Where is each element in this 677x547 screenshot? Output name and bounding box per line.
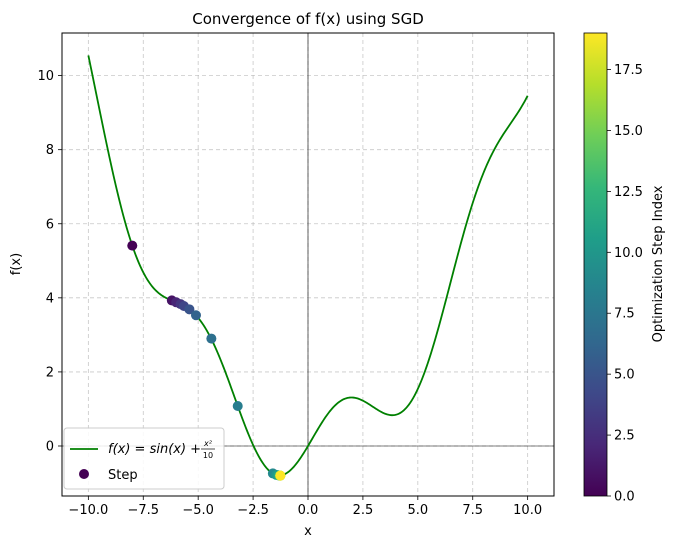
legend-function-label: f(x) = sin(x) + (108, 442, 201, 457)
x-tick-label-5: 2.5 (353, 503, 374, 518)
colorbar-tick-label-1: 2.5 (614, 429, 635, 444)
y-tick-label-1: 2 (46, 365, 54, 380)
legend-function-text: f(x) = sin(x) + (108, 442, 201, 457)
x-tick-label-7: 7.5 (462, 503, 483, 518)
colorbar-tick-label-4: 10.0 (614, 246, 643, 261)
x-tick-label-3: −2.5 (237, 503, 269, 518)
x-tick-label-6: 5.0 (407, 503, 428, 518)
colorbar-tick-label-5: 12.5 (614, 185, 643, 200)
legend-step-swatch (79, 469, 89, 479)
x-tick-label-0: −10.0 (68, 503, 108, 518)
legend-fraction-denominator: 10 (203, 451, 213, 460)
step-point-8 (232, 400, 243, 411)
legend-box (63, 427, 225, 490)
colorbar-ticks: 0.0 2.5 5.0 7.5 10.0 12.5 15.0 17.5 (607, 63, 643, 505)
colorbar-tick-label-6: 15.0 (614, 124, 643, 139)
y-tick-label-5: 10 (37, 69, 54, 84)
x-tick-label-8: 10.0 (513, 503, 542, 518)
step-point-7 (206, 333, 217, 344)
step-point-5 (184, 304, 195, 315)
colorbar-tick-label-3: 7.5 (614, 307, 635, 322)
colorbar-bar (583, 32, 608, 497)
zero-axis-lines (62, 33, 554, 496)
x-axis-ticks: −10.0 −7.5 −5.0 −2.5 0.0 2.5 5.0 7.5 10.0 (68, 496, 542, 518)
step-point-19 (275, 470, 286, 481)
x-axis-label: x (304, 524, 312, 539)
colorbar-tick-label-7: 17.5 (614, 63, 643, 78)
x-tick-label-1: −7.5 (127, 503, 159, 518)
colorbar-tick-label-2: 5.0 (614, 368, 635, 383)
y-tick-label-2: 4 (46, 291, 54, 306)
colorbar: 0.0 2.5 5.0 7.5 10.0 12.5 15.0 17.5 Optimizatio… (583, 32, 666, 505)
x-tick-label-2: −5.0 (182, 503, 214, 518)
colorbar-tick-label-0: 0.0 (614, 490, 635, 505)
y-tick-label-0: 0 (46, 439, 54, 454)
legend: f(x) = sin(x) + x² 10 Step (63, 427, 225, 490)
y-tick-label-3: 6 (46, 217, 54, 232)
colorbar-label: Optimization Step Index (651, 185, 666, 342)
y-tick-label-4: 8 (46, 143, 54, 158)
step-point-6 (190, 310, 201, 321)
x-tick-label-4: 0.0 (298, 503, 319, 518)
legend-fraction-numerator: x² (203, 439, 213, 448)
function-curve (87, 55, 529, 477)
y-axis-ticks: 0 2 4 6 8 10 (37, 69, 62, 454)
step-point-0 (127, 240, 138, 251)
chart-title: Convergence of f(x) using SGD (192, 10, 424, 28)
legend-step-label: Step (108, 468, 138, 483)
function-curve-layer (87, 55, 529, 477)
step-points-layer (127, 240, 286, 481)
y-axis-label: f(x) (9, 253, 24, 275)
